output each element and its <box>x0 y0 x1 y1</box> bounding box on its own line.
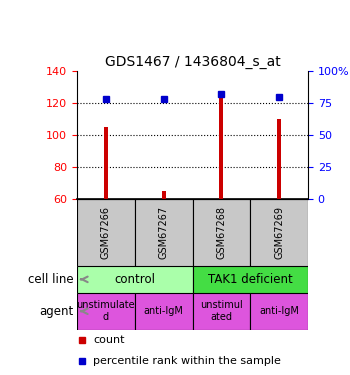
Bar <box>162 191 166 199</box>
Bar <box>77 292 135 330</box>
Text: count: count <box>93 335 125 345</box>
Text: GSM67268: GSM67268 <box>216 206 226 259</box>
Bar <box>193 266 308 292</box>
Bar <box>250 199 308 266</box>
Text: GSM67269: GSM67269 <box>274 206 284 259</box>
Text: anti-IgM: anti-IgM <box>144 306 183 316</box>
Bar <box>250 292 308 330</box>
Text: percentile rank within the sample: percentile rank within the sample <box>93 356 281 366</box>
Bar <box>135 292 192 330</box>
Bar <box>77 199 135 266</box>
Bar <box>77 266 193 292</box>
Text: GSM67267: GSM67267 <box>159 206 169 259</box>
Text: unstimulate
d: unstimulate d <box>77 300 135 322</box>
Text: TAK1 deficient: TAK1 deficient <box>208 273 293 286</box>
Bar <box>104 127 108 199</box>
Text: unstimul
ated: unstimul ated <box>200 300 243 322</box>
Bar <box>219 95 223 199</box>
Title: GDS1467 / 1436804_s_at: GDS1467 / 1436804_s_at <box>105 55 280 69</box>
Bar <box>277 119 281 199</box>
Bar <box>193 292 250 330</box>
Text: GSM67266: GSM67266 <box>101 206 111 259</box>
Text: agent: agent <box>39 305 74 318</box>
Text: anti-IgM: anti-IgM <box>259 306 299 316</box>
Text: cell line: cell line <box>28 273 74 286</box>
Bar <box>135 199 192 266</box>
Bar <box>193 199 250 266</box>
Text: control: control <box>114 273 155 286</box>
